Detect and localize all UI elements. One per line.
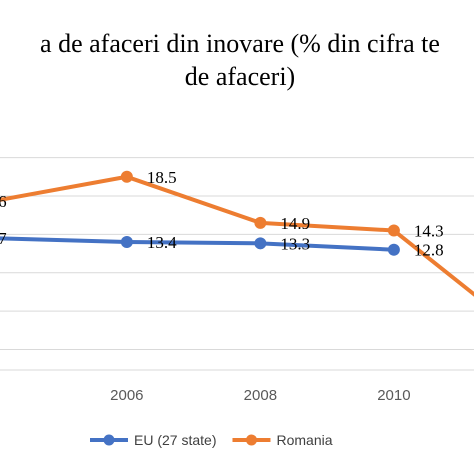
data-labels: 3.7 13.4 13.3 12.8 6.6 18.5 14.9 14.3 bbox=[0, 168, 444, 260]
gridlines bbox=[0, 157, 474, 371]
legend-marker-eu-27-state bbox=[103, 434, 115, 446]
x-tick-label-2010: 2010 bbox=[377, 387, 410, 404]
point-eu-27-state-2008 bbox=[254, 237, 267, 250]
legend-label-romania: Romania bbox=[276, 432, 332, 448]
data-label-romania-2008: 14.9 bbox=[280, 214, 310, 233]
data-label-eu-27-state-2004: 3.7 bbox=[0, 229, 7, 248]
data-label-eu-27-state-2006: 13.4 bbox=[147, 233, 177, 252]
point-romania-2008 bbox=[254, 216, 267, 229]
legend-label-eu-27-state: EU (27 state) bbox=[134, 432, 216, 448]
point-eu-27-state-2006 bbox=[120, 236, 133, 249]
chart-title: a de afaceri din inovare (% din cifra te… bbox=[40, 29, 440, 91]
x-tick-label-2006: 2006 bbox=[110, 387, 143, 404]
point-romania-2010 bbox=[387, 224, 400, 237]
data-label-eu-27-state-2010: 12.8 bbox=[414, 241, 444, 260]
point-romania-2006 bbox=[120, 170, 133, 183]
series-line-eu-27-state bbox=[0, 236, 394, 252]
data-label-eu-27-state-2008: 13.3 bbox=[280, 234, 310, 253]
data-label-romania-2010: 14.3 bbox=[414, 222, 444, 241]
legend: EU (27 state) Romania bbox=[90, 432, 333, 448]
x-tick-label-2008: 2008 bbox=[244, 387, 277, 404]
legend-marker-romania bbox=[245, 434, 257, 446]
x-axis-tick-labels: 2006 2008 2010 bbox=[110, 387, 410, 404]
data-label-romania-2004: 6.6 bbox=[0, 192, 7, 211]
series-line-romania bbox=[0, 174, 474, 297]
data-label-romania-2006: 18.5 bbox=[147, 168, 177, 187]
point-eu-27-state-2010 bbox=[387, 243, 400, 256]
chart-title-line-2: de afaceri) bbox=[185, 62, 295, 91]
series-lines bbox=[0, 170, 474, 297]
chart-title-line-1: a de afaceri din inovare (% din cifra te bbox=[40, 29, 440, 58]
